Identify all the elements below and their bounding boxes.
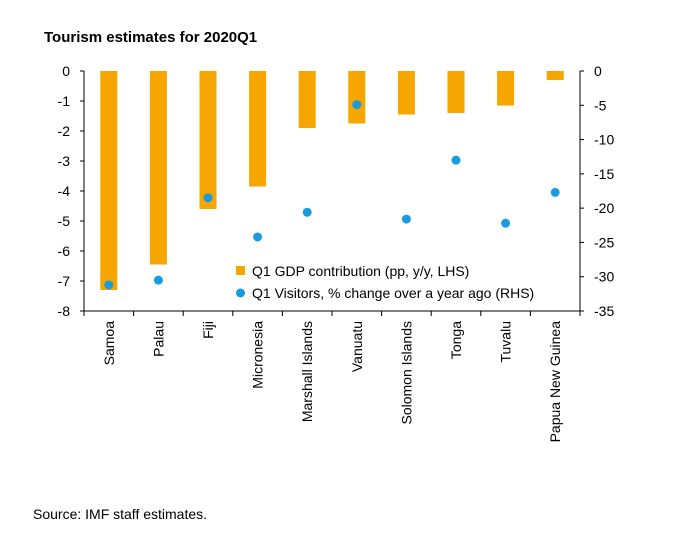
dot-vanuatu (352, 100, 362, 110)
legend-bar-swatch (236, 266, 245, 275)
legend-bar-label: Q1 GDP contribution (pp, y/y, LHS) (252, 263, 469, 279)
bar-papua-new-guinea (546, 71, 564, 80)
category-label: Tonga (448, 321, 464, 359)
category-label: Micronesia (250, 321, 266, 389)
dot-marshall-islands (302, 207, 312, 217)
right-tick-label: 0 (594, 63, 602, 79)
left-tick-label: 0 (62, 63, 70, 79)
bar-palau (149, 71, 167, 265)
legend-dot-swatch (236, 288, 245, 298)
dot-fiji (203, 193, 213, 203)
legend-dot-label: Q1 Visitors, % change over a year ago (R… (252, 285, 534, 301)
dot-tonga (451, 155, 461, 165)
right-tick-label: -25 (594, 234, 614, 250)
category-label: Fiji (200, 321, 216, 339)
legend: Q1 GDP contribution (pp, y/y, LHS) Q1 Vi… (236, 263, 534, 301)
category-label: Solomon Islands (398, 321, 414, 425)
bar-marshall-islands (298, 71, 316, 128)
dot-tuvalu (501, 218, 511, 228)
bar-solomon-islands (397, 71, 415, 115)
left-tick-label: -7 (58, 273, 71, 289)
bar-tuvalu (497, 71, 515, 106)
bar-tonga (447, 71, 465, 113)
left-tick-label: -8 (58, 303, 71, 319)
category-label: Papua New Guinea (547, 321, 563, 443)
bar-micronesia (249, 71, 267, 187)
right-tick-label: -5 (594, 97, 607, 113)
dot-solomon-islands (401, 214, 411, 224)
left-tick-label: -6 (58, 243, 71, 259)
chart-title: Tourism estimates for 2020Q1 (44, 29, 258, 46)
bar-fiji (199, 71, 217, 209)
category-label: Palau (150, 321, 166, 357)
bar-samoa (100, 71, 118, 290)
axes-layer: 0 -1 -2 -3 -4 -5 -6 -7 -8 0 -5 -10 -15 -20 -25 -30 -35 Sa… (58, 63, 615, 442)
left-tick-label: -4 (58, 183, 71, 199)
left-tick-label: -5 (58, 213, 71, 229)
right-tick-label: -30 (594, 269, 614, 285)
dot-papua-new-guinea (550, 187, 560, 197)
dot-samoa (104, 280, 114, 290)
right-tick-label: -20 (594, 200, 614, 216)
right-tick-label: -35 (594, 303, 614, 319)
category-label: Samoa (101, 321, 117, 366)
left-tick-label: -1 (58, 93, 71, 109)
category-label: Marshall Islands (299, 321, 315, 422)
bar-vanuatu (348, 71, 366, 124)
bars-layer (100, 71, 564, 290)
dot-palau (153, 275, 163, 285)
dot-micronesia (253, 232, 263, 242)
left-tick-label: -3 (58, 153, 71, 169)
dots-layer (104, 100, 560, 290)
right-tick-label: -10 (594, 132, 614, 148)
category-label: Vanuatu (349, 321, 365, 372)
category-label: Tuvalu (498, 321, 514, 363)
source-note: Source: IMF staff estimates. (33, 506, 208, 522)
left-tick-label: -2 (58, 123, 71, 139)
right-tick-label: -15 (594, 166, 614, 182)
